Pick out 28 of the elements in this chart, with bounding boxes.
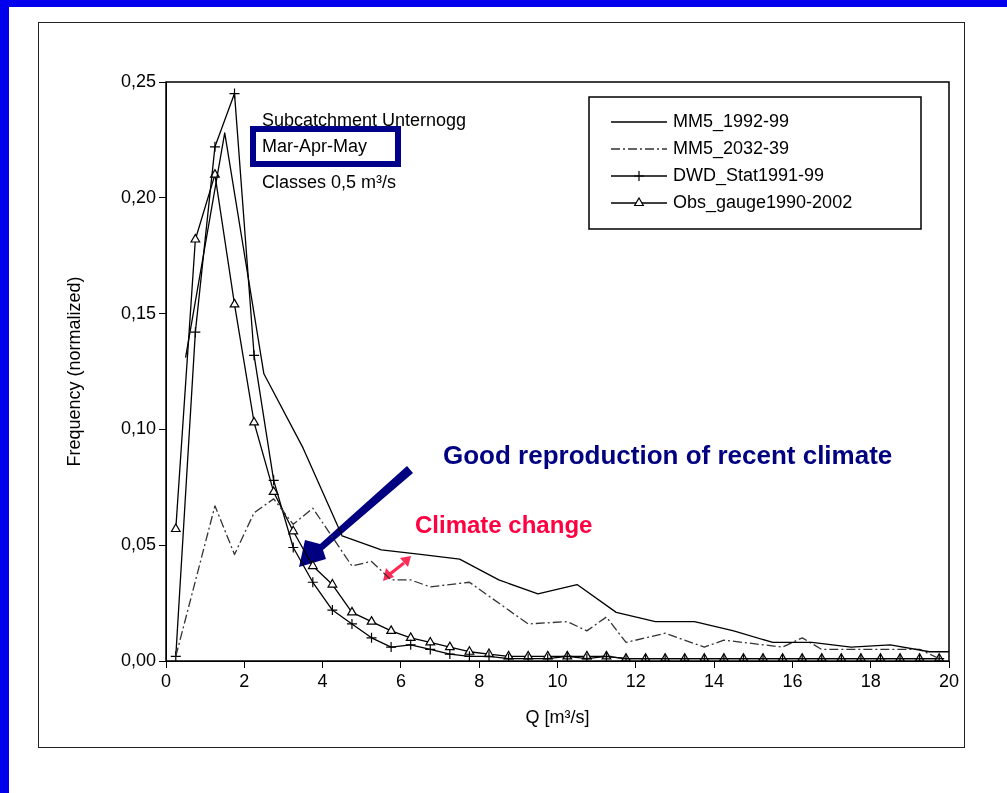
legend-label: MM5_2032-39 [673, 137, 790, 159]
legend-label: Obs_gauge1990-2002 [673, 191, 853, 213]
y-tick-label: 0,00 [120, 649, 156, 670]
y-tick-label: 0,25 [120, 70, 156, 91]
x-tick-label: 16 [782, 670, 803, 691]
y-tick-label: 0,15 [120, 302, 156, 323]
annotation: Subcatchment Unternogg [262, 110, 467, 131]
legend-label: DWD_Stat1991-99 [673, 164, 825, 186]
x-tick-label: 2 [239, 670, 250, 691]
y-tick-label: 0,05 [120, 534, 156, 555]
x-axis-title: Q [m³/s] [525, 707, 590, 728]
y-axis-title: Frequency (normalized) [63, 276, 84, 467]
legend-label: MM5_1992-99 [673, 110, 790, 132]
annotation: Climate change [415, 511, 593, 539]
x-tick-label: 10 [547, 670, 568, 691]
x-tick-label: 0 [160, 670, 172, 691]
x-tick-label: 14 [704, 670, 725, 691]
annotation: Good reproduction of recent climate [443, 440, 893, 471]
y-tick-label: 0,20 [120, 186, 156, 207]
x-tick-label: 18 [860, 670, 881, 691]
y-tick-label: 0,10 [120, 418, 156, 439]
x-tick-label: 12 [625, 670, 646, 691]
x-tick-label: 8 [474, 670, 485, 691]
annotation: Mar-Apr-May [262, 136, 368, 156]
x-tick-label: 6 [395, 670, 406, 691]
x-tick-label: 20 [938, 670, 960, 691]
x-tick-label: 4 [317, 670, 328, 691]
annotation: Classes 0,5 m³/s [262, 172, 397, 193]
